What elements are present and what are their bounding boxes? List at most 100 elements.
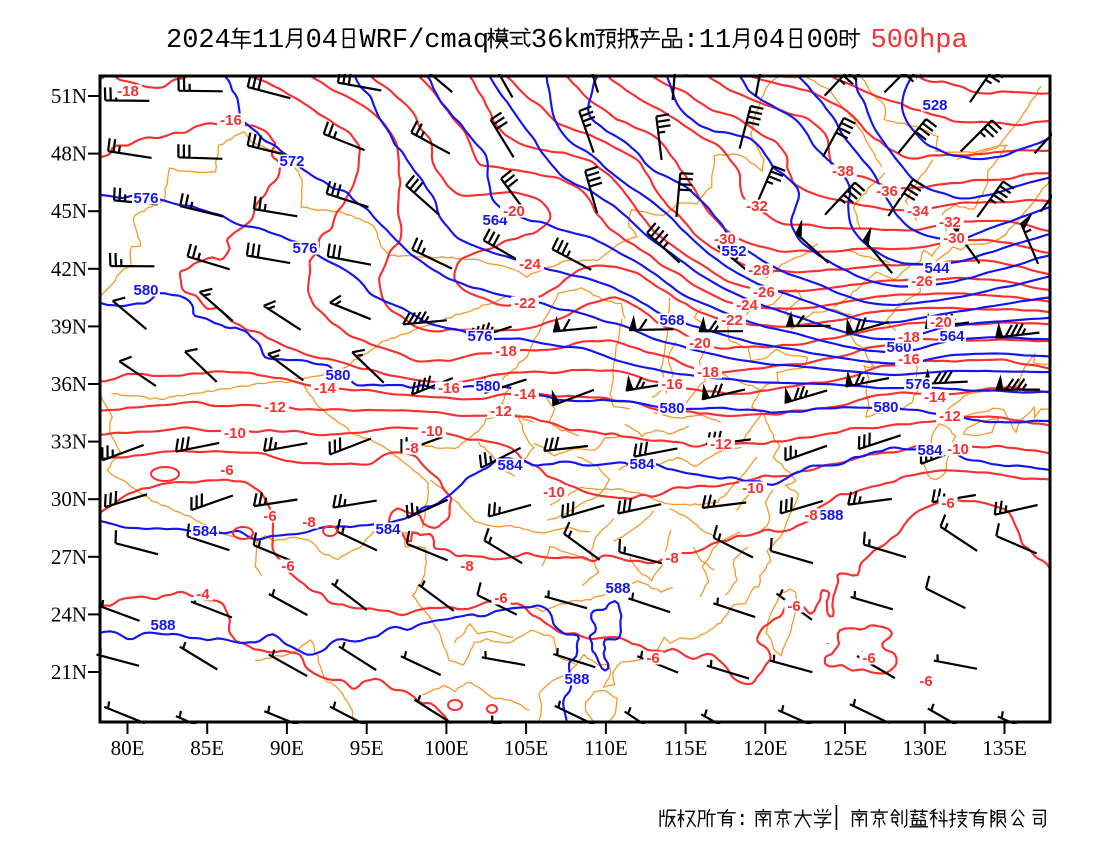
svg-text:36km: 36km (531, 26, 596, 56)
svg-text:572: 572 (279, 153, 304, 170)
svg-text:105E: 105E (504, 736, 548, 760)
svg-text:110E: 110E (584, 736, 628, 760)
svg-text:-10: -10 (543, 484, 565, 501)
svg-text:-20: -20 (689, 335, 711, 352)
svg-text:584: 584 (497, 457, 523, 474)
svg-text::: : (683, 26, 699, 56)
svg-text:588: 588 (564, 671, 589, 688)
svg-text:-14: -14 (924, 389, 946, 406)
svg-text:-8: -8 (302, 514, 315, 531)
svg-text:51N: 51N (51, 84, 87, 108)
svg-text:24N: 24N (51, 602, 87, 626)
svg-text:-20: -20 (930, 314, 952, 331)
svg-text:544: 544 (924, 260, 950, 277)
svg-text:-22: -22 (721, 312, 743, 329)
svg-text:-26: -26 (911, 273, 933, 290)
svg-text:95E: 95E (350, 736, 384, 760)
svg-text:588: 588 (605, 580, 630, 597)
svg-text:-10: -10 (947, 441, 969, 458)
svg-text:-32: -32 (939, 214, 961, 231)
svg-text:04: 04 (753, 26, 785, 56)
svg-text:528: 528 (922, 97, 947, 114)
svg-text:-22: -22 (514, 295, 536, 312)
svg-text:11: 11 (252, 26, 284, 56)
svg-text:584: 584 (192, 523, 218, 540)
svg-text:48N: 48N (51, 142, 87, 166)
svg-text:-16: -16 (220, 112, 242, 129)
svg-text:-6: -6 (263, 508, 276, 525)
svg-text:-32: -32 (746, 198, 768, 215)
svg-text:100E: 100E (424, 736, 468, 760)
svg-text:-12: -12 (264, 399, 286, 416)
svg-text:WRF/cmaq: WRF/cmaq (360, 26, 490, 56)
svg-text:-10: -10 (224, 425, 246, 442)
svg-text:-10: -10 (742, 480, 764, 497)
svg-text:576: 576 (292, 240, 317, 257)
svg-text:21N: 21N (51, 660, 87, 684)
svg-text:-6: -6 (941, 495, 954, 512)
svg-text:-6: -6 (862, 650, 875, 667)
svg-text:-16: -16 (438, 380, 460, 397)
svg-text:576: 576 (467, 328, 492, 345)
svg-text:-8: -8 (460, 558, 473, 575)
svg-text:85E: 85E (190, 736, 224, 760)
svg-text:39N: 39N (51, 314, 87, 338)
svg-text:-18: -18 (117, 83, 139, 100)
svg-text:584: 584 (917, 442, 943, 459)
svg-text:-8: -8 (804, 507, 817, 524)
svg-text:-24: -24 (519, 256, 541, 273)
svg-text::: : (736, 809, 748, 832)
svg-text:-34: -34 (907, 203, 929, 220)
svg-text:2024: 2024 (166, 26, 231, 56)
svg-text:11: 11 (699, 26, 731, 56)
svg-text:576: 576 (905, 376, 930, 393)
svg-text:-28: -28 (748, 262, 770, 279)
svg-text:-10: -10 (421, 423, 443, 440)
svg-text:-20: -20 (503, 203, 525, 220)
svg-text:-38: -38 (832, 163, 854, 180)
svg-text:580: 580 (873, 399, 898, 416)
svg-text:500hpa: 500hpa (871, 26, 968, 56)
svg-text:-12: -12 (490, 403, 512, 420)
svg-text:552: 552 (721, 243, 746, 260)
svg-text:588: 588 (818, 507, 843, 524)
svg-text:115E: 115E (664, 736, 708, 760)
svg-text:584: 584 (629, 456, 655, 473)
svg-text:-16: -16 (898, 351, 920, 368)
svg-text:-14: -14 (314, 380, 336, 397)
svg-text:-12: -12 (710, 436, 732, 453)
svg-text:04: 04 (306, 26, 338, 56)
svg-text:45N: 45N (51, 199, 87, 223)
svg-text:-6: -6 (919, 673, 932, 690)
svg-text:-6: -6 (220, 462, 233, 479)
svg-text:00: 00 (807, 26, 839, 56)
svg-text:42N: 42N (51, 257, 87, 281)
svg-text:-6: -6 (787, 598, 800, 615)
svg-text:580: 580 (475, 378, 500, 395)
svg-text:-6: -6 (281, 558, 294, 575)
svg-text:130E: 130E (903, 736, 947, 760)
svg-text:33N: 33N (51, 430, 87, 454)
svg-text:-18: -18 (898, 329, 920, 346)
svg-text:30N: 30N (51, 487, 87, 511)
svg-text:-8: -8 (665, 550, 678, 567)
svg-text:36N: 36N (51, 372, 87, 396)
svg-text:-4: -4 (196, 586, 210, 603)
svg-text:-8: -8 (405, 440, 418, 457)
svg-text:90E: 90E (270, 736, 304, 760)
svg-text:-30: -30 (714, 231, 736, 248)
svg-text:580: 580 (133, 282, 158, 299)
svg-text:27N: 27N (51, 545, 87, 569)
svg-text:135E: 135E (982, 736, 1026, 760)
svg-text:125E: 125E (823, 736, 867, 760)
svg-text:-26: -26 (753, 284, 775, 301)
svg-text:564: 564 (939, 328, 965, 345)
svg-text:568: 568 (659, 312, 684, 329)
svg-text:580: 580 (325, 367, 350, 384)
svg-text:-12: -12 (939, 408, 961, 425)
svg-text:-6: -6 (494, 590, 507, 607)
svg-text:-18: -18 (697, 364, 719, 381)
svg-text:580: 580 (659, 400, 684, 417)
svg-text:120E: 120E (743, 736, 787, 760)
svg-text:-36: -36 (876, 183, 898, 200)
